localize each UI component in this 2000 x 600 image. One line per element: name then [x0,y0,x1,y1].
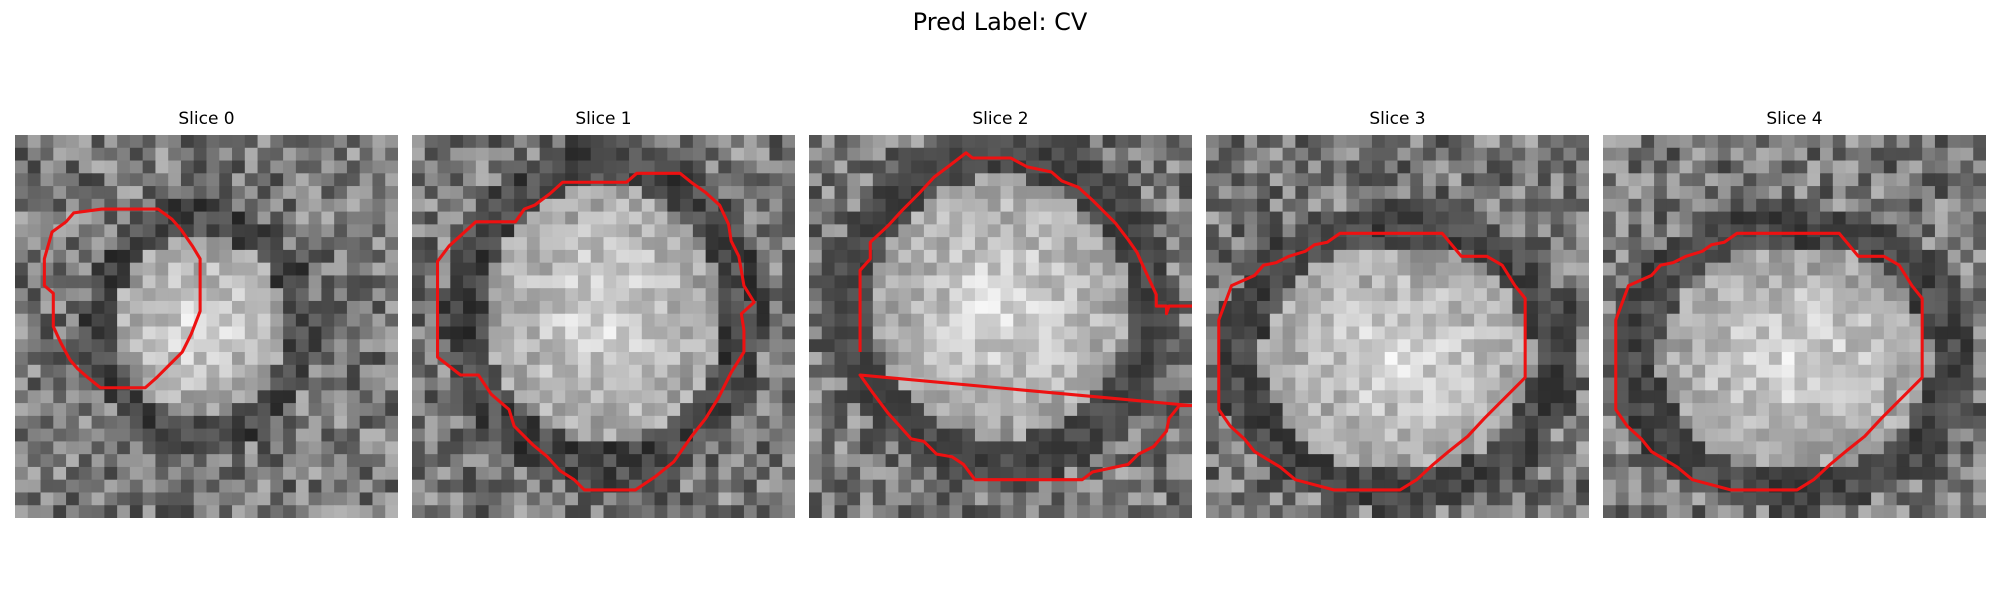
slice-panel-4: Slice 4 [1603,108,1986,518]
pixel-grid [412,135,795,518]
pixel-grid [1206,135,1589,518]
pixel-grid [15,135,398,518]
slice-panel-1: Slice 1 [412,108,795,518]
slice-title: Slice 4 [1603,108,1986,130]
slice-panel-2: Slice 2 [809,108,1192,518]
slice-image [809,135,1192,518]
slice-title: Slice 1 [412,108,795,130]
slice-image [1206,135,1589,518]
slice-title: Slice 0 [15,108,398,130]
slice-image [15,135,398,518]
slice-title: Slice 2 [809,108,1192,130]
slice-image [1603,135,1986,518]
slice-title: Slice 3 [1206,108,1589,130]
slice-panel-0: Slice 0 [15,108,398,518]
pixel-grid [1603,135,1986,518]
slice-panel-3: Slice 3 [1206,108,1589,518]
figure-title: Pred Label: CV [0,6,2000,38]
pixel-grid [809,135,1192,518]
slice-image [412,135,795,518]
